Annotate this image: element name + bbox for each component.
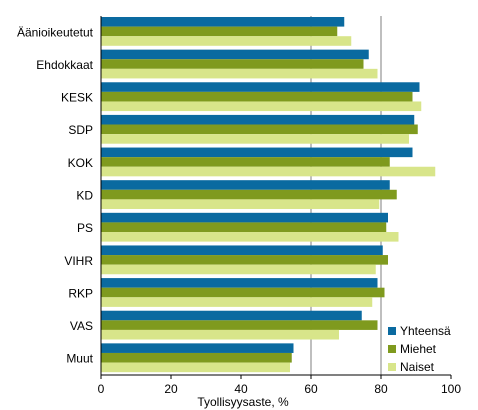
bar-Yhteensä-KD	[101, 180, 390, 190]
tick-label: 80	[374, 382, 388, 396]
bar-Yhteensä-VAS	[101, 310, 362, 321]
category-labels: Äänioikeutetut Ehdokkaat KESK SDP KOK KD PS VIH…	[17, 25, 94, 365]
bar-Yhteensä-KOK	[101, 147, 413, 158]
bar-Yhteensä-VIHR	[101, 245, 383, 256]
bar-Yhteensä-Äänioikeutetut	[101, 17, 345, 27]
tick-label: 20	[164, 382, 178, 396]
x-axis-title: Tyollisyysaste, %	[197, 395, 289, 409]
bar-Naiset-KESK	[101, 101, 422, 112]
bar-Miehet-PS	[101, 222, 387, 233]
legend-label: Naiset	[400, 360, 435, 374]
bar-Miehet-Äänioikeutetut	[101, 26, 338, 37]
x-ticks: 0 20 40 60 80 100	[98, 375, 461, 396]
bar-Naiset-SDP	[101, 134, 409, 144]
tick-label: 40	[234, 382, 248, 396]
bar-Miehet-Ehdokkaat	[101, 59, 364, 69]
bar-Miehet-Muut	[101, 352, 292, 363]
bar-Naiset-RKP	[101, 297, 373, 307]
bar-Naiset-VIHR	[101, 264, 376, 275]
bar-Naiset-Ehdokkaat	[101, 68, 378, 79]
bar-Yhteensä-Ehdokkaat	[101, 49, 369, 60]
category-label: VAS	[70, 319, 93, 333]
category-label: KD	[76, 189, 93, 203]
bar-Yhteensä-PS	[101, 212, 388, 223]
tick-label: 60	[304, 382, 318, 396]
category-label: RKP	[68, 286, 93, 300]
category-label: Äänioikeutetut	[17, 25, 94, 39]
bar-Miehet-VIHR	[101, 255, 388, 265]
bar-Naiset-Muut	[101, 362, 290, 373]
category-label: KOK	[68, 156, 93, 170]
axis	[100, 16, 451, 376]
category-label: PS	[77, 221, 93, 235]
bar-Miehet-KOK	[101, 157, 390, 167]
bar-Naiset-KOK	[101, 166, 436, 177]
bar-Miehet-RKP	[101, 287, 385, 298]
bar-Naiset-Äänioikeutetut	[101, 36, 352, 46]
legend-label: Yhteensä	[400, 324, 451, 338]
category-label: SDP	[68, 123, 93, 137]
bar-Yhteensä-Muut	[101, 343, 294, 353]
legend: Yhteensä Miehet Naiset	[388, 324, 451, 374]
bar-Miehet-KD	[101, 189, 397, 200]
bar-Miehet-VAS	[101, 320, 378, 330]
legend-swatch-Naiset	[388, 363, 396, 371]
bar-Yhteensä-KESK	[101, 82, 420, 92]
legend-swatch-Yhteensä	[388, 327, 396, 335]
category-label: VIHR	[64, 254, 93, 268]
legend-swatch-Miehet	[388, 345, 396, 353]
bars	[101, 17, 436, 373]
bar-Yhteensä-SDP	[101, 114, 415, 125]
legend-label: Miehet	[400, 342, 437, 356]
tick-label: 0	[98, 382, 105, 396]
category-label: KESK	[61, 91, 93, 105]
tick-label: 100	[441, 382, 461, 396]
bar-Miehet-SDP	[101, 124, 418, 135]
bar-Naiset-VAS	[101, 329, 339, 340]
bar-Naiset-PS	[101, 232, 399, 242]
bar-Naiset-KD	[101, 199, 380, 209]
bar-Miehet-KESK	[101, 91, 413, 102]
category-label: Muut	[66, 352, 93, 366]
bar-Yhteensä-RKP	[101, 278, 378, 288]
category-label: Ehdokkaat	[36, 58, 93, 72]
